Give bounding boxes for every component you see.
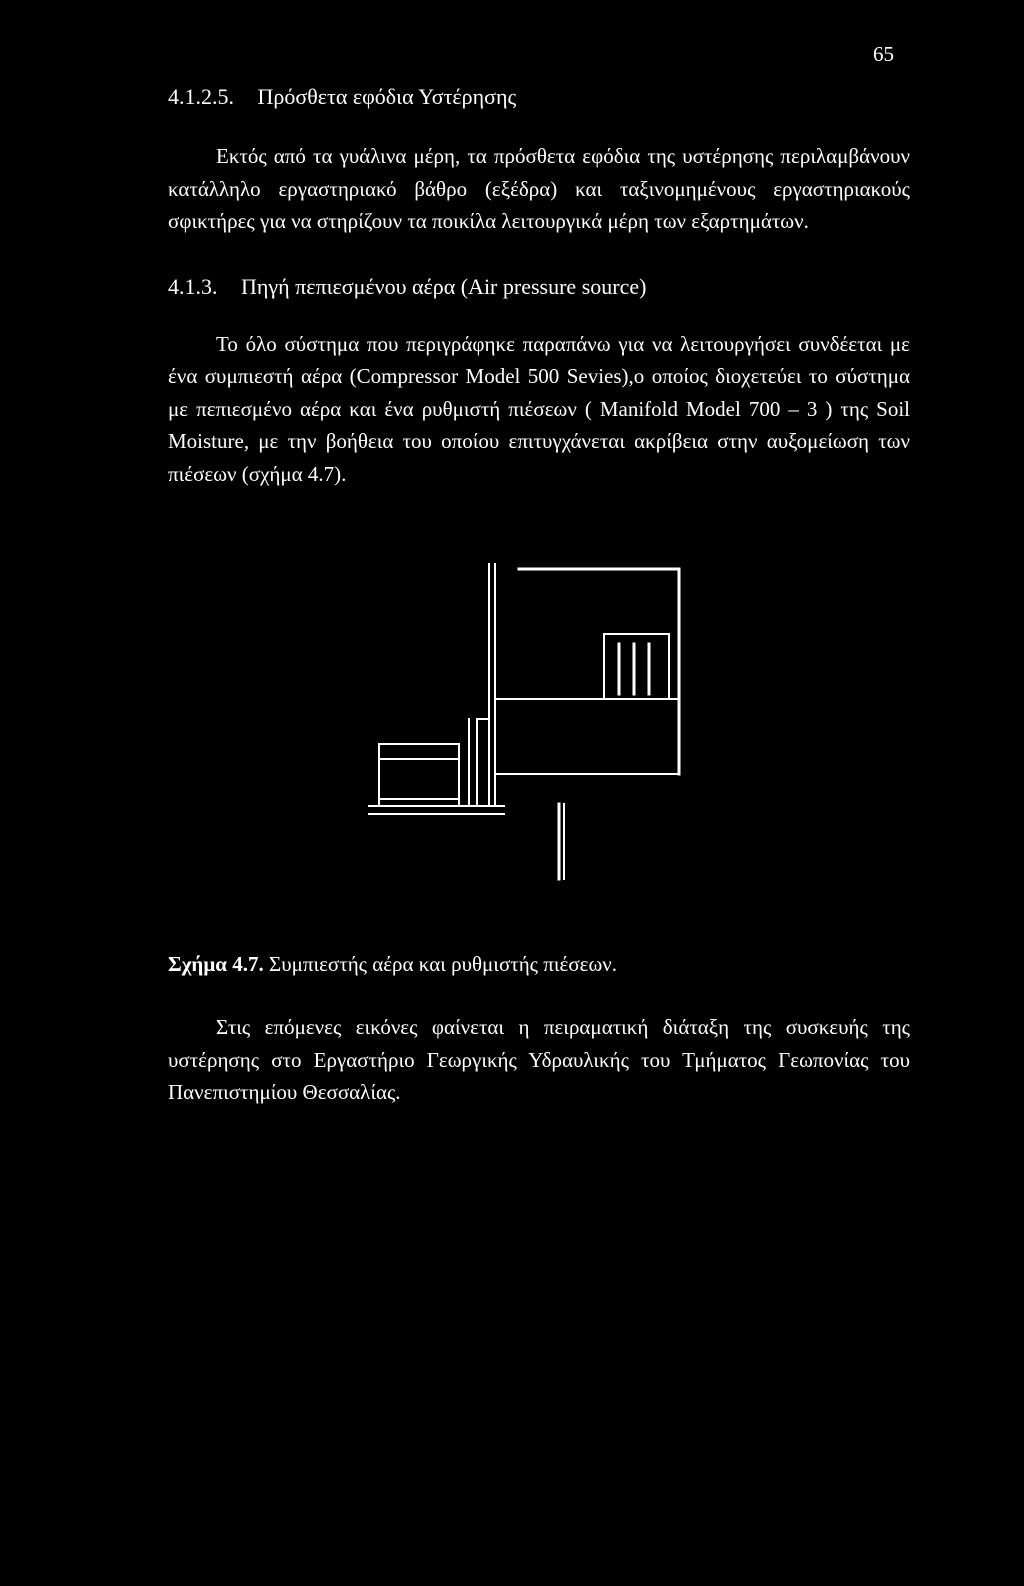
section-413-title: Πηγή πεπιεσμένου αέρα (Air pressure sour… bbox=[241, 274, 646, 299]
section-4125-title: Πρόσθετα εφόδια Υστέρησης bbox=[258, 84, 517, 109]
final-paragraph: Στις επόμενες εικόνες φαίνεται η πειραμα… bbox=[168, 1011, 910, 1109]
figure-caption: Σχήμα 4.7. Συμπιεστής αέρα και ρυθμιστής… bbox=[168, 952, 910, 977]
section-413-number: 4.1.3. bbox=[168, 274, 218, 300]
compressor-diagram bbox=[359, 544, 719, 904]
page: 65 4.1.2.5. Πρόσθετα εφόδια Υστέρησης Εκ… bbox=[0, 0, 1024, 1586]
figure-container bbox=[168, 544, 910, 904]
section-4125-paragraph: Εκτός από τα γυάλινα μέρη, τα πρόσθετα ε… bbox=[168, 140, 910, 238]
figure-caption-text: Συμπιεστής αέρα και ρυθμιστής πιέσεων. bbox=[264, 952, 617, 976]
section-4125-number: 4.1.2.5. bbox=[168, 84, 234, 110]
page-number: 65 bbox=[873, 42, 894, 67]
section-413-heading: 4.1.3. Πηγή πεπιεσμένου αέρα (Air pressu… bbox=[168, 274, 910, 300]
section-413-paragraph: Το όλο σύστημα που περιγράφηκε παραπάνω … bbox=[168, 328, 910, 491]
figure-caption-label: Σχήμα 4.7. bbox=[168, 952, 264, 976]
section-4125-heading: 4.1.2.5. Πρόσθετα εφόδια Υστέρησης bbox=[168, 84, 910, 110]
